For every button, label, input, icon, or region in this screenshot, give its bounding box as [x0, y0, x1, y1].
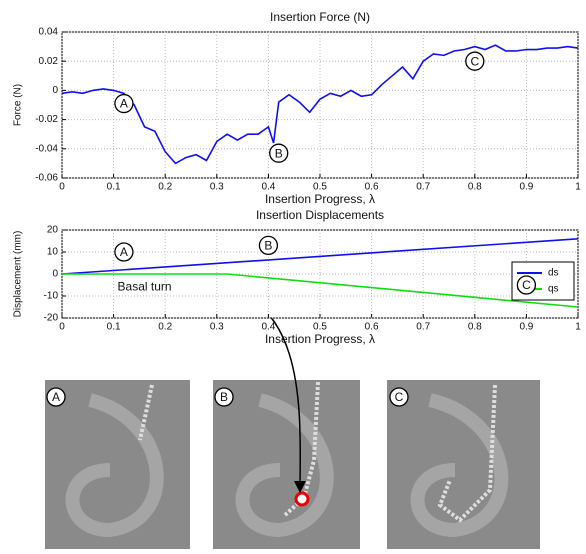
legend-label: ds	[548, 268, 559, 279]
annotation-circle	[114, 93, 134, 114]
x-tick-label: 0.5	[313, 322, 327, 333]
annotation-circle	[516, 275, 537, 295]
photo-detail	[283, 381, 320, 517]
y-tick-label: 10	[47, 247, 59, 258]
x-axis-label: Insertion Progress, λ	[265, 192, 375, 206]
x-axis-label: Insertion Progress, λ	[265, 332, 375, 346]
annotation-circle	[46, 387, 66, 407]
x-tick-label: 1	[575, 182, 581, 193]
y-tick-label: -20	[44, 313, 59, 324]
photo-detail	[65, 393, 164, 538]
x-tick-label: 0.7	[416, 182, 430, 193]
photos	[45, 380, 540, 549]
photo-detail	[437, 384, 497, 523]
annotation-circle	[258, 235, 279, 256]
x-tick-label: 0.3	[210, 182, 224, 193]
x-tick-label: 0.7	[416, 322, 430, 333]
annotation: A	[120, 97, 128, 111]
annotation: B	[275, 146, 283, 160]
annotation: C	[522, 278, 531, 292]
x-tick-label: 0.6	[365, 182, 379, 193]
annotation-circle	[465, 51, 485, 71]
annotation: C	[395, 390, 404, 404]
x-tick-label: 0.5	[313, 182, 327, 193]
marker	[294, 491, 310, 507]
x-tick-label: 0.8	[468, 182, 482, 193]
x-tick-label: 0.1	[107, 322, 121, 333]
line	[62, 273, 579, 308]
annotation-circle	[269, 143, 289, 163]
x-tick-label: 1	[575, 322, 581, 333]
y-tick-label: -0.04	[35, 143, 58, 154]
annotation: B	[264, 239, 272, 253]
x-tick-label: 0.3	[210, 322, 224, 333]
photo-detail	[138, 384, 154, 441]
y-tick-label: -0.06	[35, 173, 58, 184]
annotation-circle	[389, 387, 409, 407]
y-tick-label: 0	[52, 85, 58, 96]
y-tick-label: 0.04	[39, 27, 59, 38]
y-tick-label: 20	[47, 225, 59, 236]
annotation-circle	[114, 242, 134, 262]
x-tick-label: 0.4	[261, 322, 275, 333]
x-tick-label: 0.2	[158, 322, 172, 333]
y-tick-label: 0.02	[39, 56, 59, 67]
x-tick-label: 0.8	[468, 322, 482, 333]
annotation: C	[470, 54, 479, 68]
photo-detail	[235, 393, 334, 538]
y-axis-label: Force (N)	[13, 84, 24, 126]
x-tick-label: 0.4	[261, 182, 275, 193]
annotation: A	[52, 390, 60, 404]
annotation: A	[120, 245, 128, 259]
annotation: Basal turn	[118, 279, 172, 293]
y-tick-label: 0	[52, 269, 58, 280]
x-tick-label: 0	[59, 322, 65, 333]
chart-title: Insertion Force (N)	[270, 10, 370, 24]
annotation-circle	[214, 387, 234, 407]
x-tick-label: 0.2	[158, 182, 172, 193]
x-tick-label: 0.1	[107, 182, 121, 193]
line	[61, 44, 579, 165]
x-tick-label: 0	[59, 182, 65, 193]
chart-title: Insertion Displacements	[256, 208, 384, 222]
y-tick-label: -10	[44, 291, 59, 302]
y-axis-label: Displacement (mm)	[13, 231, 24, 318]
line	[61, 238, 579, 275]
y-tick-label: -0.02	[35, 114, 58, 125]
x-tick-label: 0.9	[519, 322, 533, 333]
x-tick-label: 0.9	[519, 182, 533, 193]
legend-label: qs	[548, 284, 559, 295]
x-tick-label: 0.6	[365, 322, 379, 333]
photo-detail	[410, 393, 509, 538]
annotation: B	[220, 390, 228, 404]
